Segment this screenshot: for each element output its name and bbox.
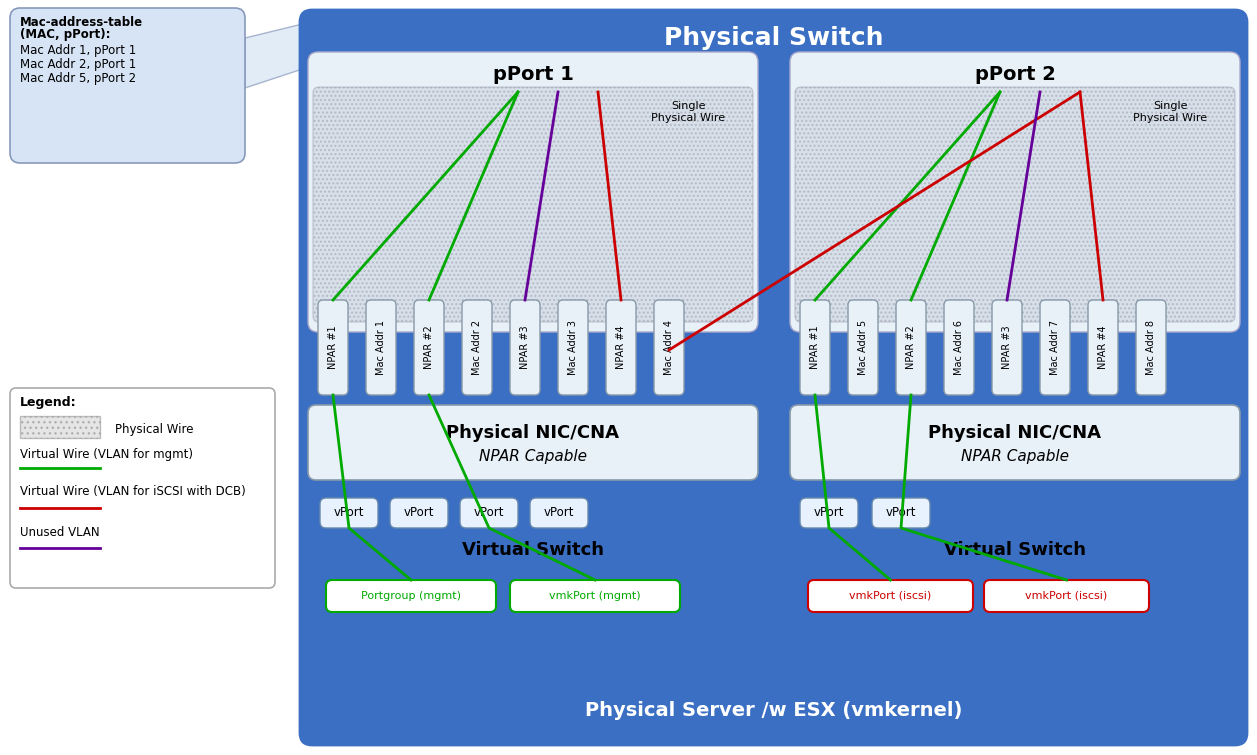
FancyBboxPatch shape <box>326 580 497 612</box>
FancyBboxPatch shape <box>799 498 859 528</box>
Text: vPort: vPort <box>544 507 574 519</box>
FancyBboxPatch shape <box>366 300 396 395</box>
Text: Virtual Switch: Virtual Switch <box>463 541 605 559</box>
Text: NPAR #4: NPAR #4 <box>1099 325 1107 369</box>
Text: vPort: vPort <box>886 507 916 519</box>
Text: Mac Addr 2: Mac Addr 2 <box>471 320 481 375</box>
FancyBboxPatch shape <box>558 300 588 395</box>
FancyBboxPatch shape <box>10 388 275 588</box>
FancyBboxPatch shape <box>896 300 926 395</box>
Text: Physical NIC/CNA: Physical NIC/CNA <box>446 424 620 442</box>
Text: NPAR #4: NPAR #4 <box>616 325 626 369</box>
FancyBboxPatch shape <box>848 300 877 395</box>
Text: vmkPort (mgmt): vmkPort (mgmt) <box>549 591 641 601</box>
Text: vPort: vPort <box>474 507 504 519</box>
Text: NPAR Capable: NPAR Capable <box>962 449 1068 464</box>
Text: vPort: vPort <box>813 507 845 519</box>
Text: NPAR #3: NPAR #3 <box>520 325 530 369</box>
Text: Mac Addr 8: Mac Addr 8 <box>1146 320 1156 375</box>
Text: Physical NIC/CNA: Physical NIC/CNA <box>929 424 1101 442</box>
Text: vPort: vPort <box>403 507 434 519</box>
Text: Portgroup (mgmt): Portgroup (mgmt) <box>361 591 461 601</box>
Text: NPAR #1: NPAR #1 <box>328 325 338 369</box>
Text: Physical Server /w ESX (vmkernel): Physical Server /w ESX (vmkernel) <box>585 701 962 720</box>
Text: vPort: vPort <box>334 507 365 519</box>
Text: pPort 2: pPort 2 <box>974 64 1056 84</box>
FancyBboxPatch shape <box>789 52 1239 332</box>
Text: vmkPort (iscsi): vmkPort (iscsi) <box>850 591 931 601</box>
Text: Physical Wire: Physical Wire <box>114 424 194 436</box>
FancyBboxPatch shape <box>794 87 1234 322</box>
Text: Mac Addr 1: Mac Addr 1 <box>376 320 386 375</box>
Text: pPort 1: pPort 1 <box>493 64 573 84</box>
Text: Single
Physical Wire: Single Physical Wire <box>1133 101 1207 123</box>
FancyBboxPatch shape <box>799 300 830 395</box>
FancyBboxPatch shape <box>872 498 930 528</box>
FancyBboxPatch shape <box>308 405 758 480</box>
FancyBboxPatch shape <box>313 87 753 322</box>
Text: Mac Addr 5, pPort 2: Mac Addr 5, pPort 2 <box>20 72 136 85</box>
FancyBboxPatch shape <box>789 490 1239 675</box>
FancyBboxPatch shape <box>530 498 588 528</box>
Text: vmkPort (iscsi): vmkPort (iscsi) <box>1026 591 1107 601</box>
Text: Virtual Wire (VLAN for iSCSI with DCB): Virtual Wire (VLAN for iSCSI with DCB) <box>20 485 246 498</box>
Text: Mac Addr 3: Mac Addr 3 <box>568 320 578 375</box>
FancyBboxPatch shape <box>300 10 1247 745</box>
FancyBboxPatch shape <box>321 498 378 528</box>
Text: Virtual Wire (VLAN for mgmt): Virtual Wire (VLAN for mgmt) <box>20 448 194 461</box>
Text: NPAR Capable: NPAR Capable <box>479 449 587 464</box>
Text: Mac Addr 7: Mac Addr 7 <box>1050 320 1060 375</box>
FancyBboxPatch shape <box>308 52 758 332</box>
Text: NPAR #2: NPAR #2 <box>424 325 434 369</box>
Text: Physical Switch: Physical Switch <box>664 26 884 50</box>
FancyBboxPatch shape <box>318 300 348 395</box>
FancyBboxPatch shape <box>992 300 1022 395</box>
Text: NPAR #3: NPAR #3 <box>1002 325 1012 369</box>
FancyBboxPatch shape <box>1136 300 1166 395</box>
FancyBboxPatch shape <box>984 580 1149 612</box>
FancyBboxPatch shape <box>654 300 684 395</box>
FancyBboxPatch shape <box>463 300 491 395</box>
FancyBboxPatch shape <box>808 580 973 612</box>
Text: NPAR #2: NPAR #2 <box>906 325 916 369</box>
FancyBboxPatch shape <box>1089 300 1117 395</box>
Text: Mac Addr 5: Mac Addr 5 <box>859 320 869 375</box>
FancyBboxPatch shape <box>460 498 518 528</box>
FancyBboxPatch shape <box>606 300 636 395</box>
FancyBboxPatch shape <box>10 8 245 163</box>
Text: Mac Addr 4: Mac Addr 4 <box>664 320 674 375</box>
FancyBboxPatch shape <box>944 300 974 395</box>
Text: Mac Addr 1, pPort 1: Mac Addr 1, pPort 1 <box>20 44 136 57</box>
Text: Unused VLAN: Unused VLAN <box>20 526 99 539</box>
Text: NPAR #1: NPAR #1 <box>810 325 820 369</box>
FancyBboxPatch shape <box>1040 300 1070 395</box>
Text: Legend:: Legend: <box>20 396 77 409</box>
FancyBboxPatch shape <box>789 405 1239 480</box>
Text: Virtual Switch: Virtual Switch <box>944 541 1086 559</box>
Polygon shape <box>245 10 360 88</box>
FancyBboxPatch shape <box>414 300 444 395</box>
Bar <box>20 416 101 438</box>
Text: Mac-address-table: Mac-address-table <box>20 16 143 29</box>
FancyBboxPatch shape <box>390 498 447 528</box>
Text: Mac Addr 2, pPort 1: Mac Addr 2, pPort 1 <box>20 58 136 71</box>
Text: Single
Physical Wire: Single Physical Wire <box>651 101 725 123</box>
FancyBboxPatch shape <box>510 300 541 395</box>
FancyBboxPatch shape <box>308 490 758 675</box>
Text: (MAC, pPort):: (MAC, pPort): <box>20 28 111 41</box>
FancyBboxPatch shape <box>510 580 680 612</box>
Text: Mac Addr 6: Mac Addr 6 <box>954 320 964 375</box>
